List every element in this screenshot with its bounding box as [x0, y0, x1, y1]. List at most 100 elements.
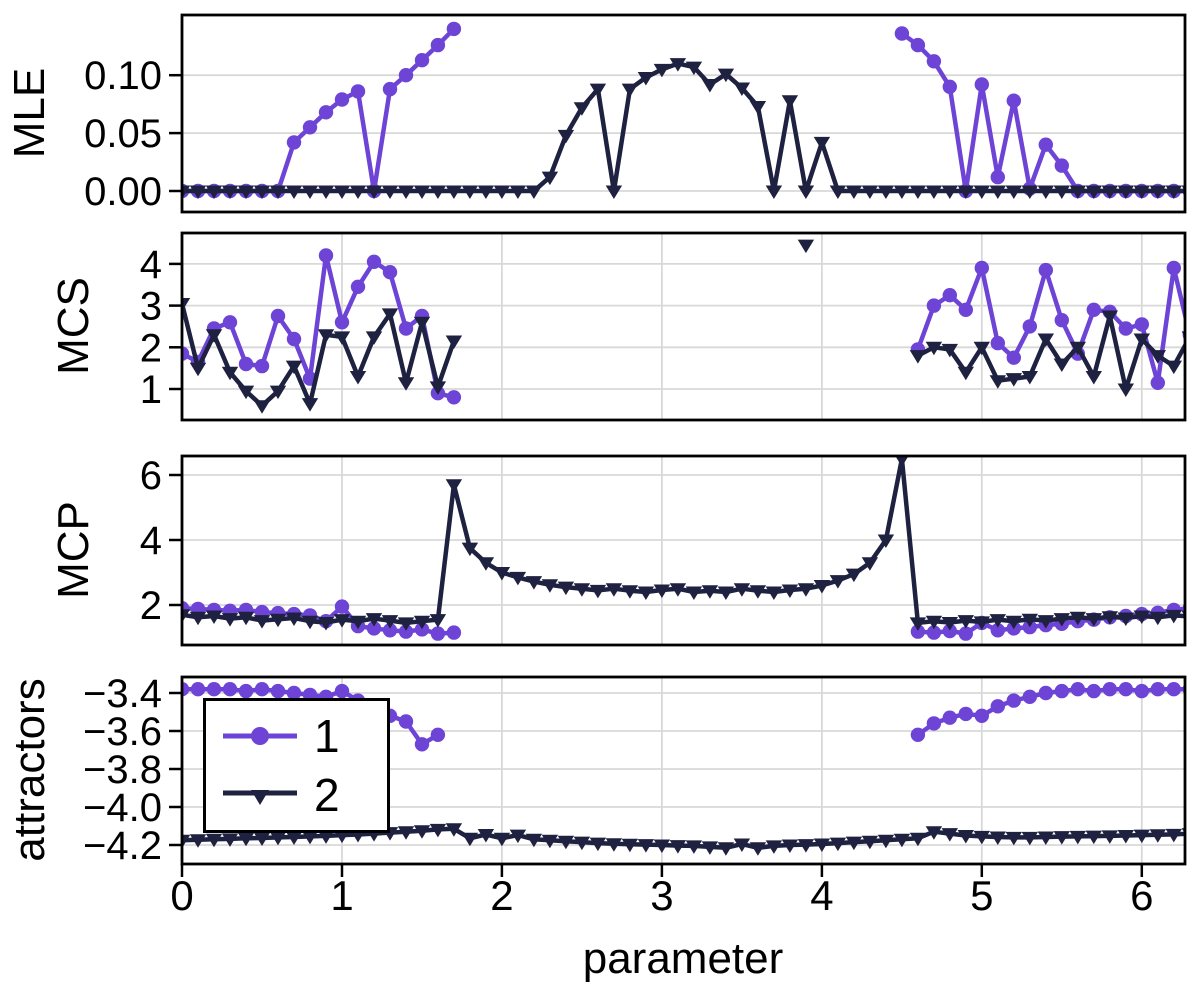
series-1-attractors-marker — [1038, 685, 1054, 701]
y-axis-label-mle: MLE — [5, 67, 54, 159]
series-2-attractors-marker — [973, 830, 990, 845]
series-2-mcs-marker — [1021, 371, 1038, 385]
series-2-mcp-marker — [461, 542, 479, 557]
series-1-mle-line — [900, 31, 1185, 194]
series-2-mcp-marker — [349, 615, 367, 630]
series-2-mle-marker — [189, 185, 207, 199]
y-axis-label-mcp: MCP — [49, 501, 98, 599]
series-1-attractors-marker — [334, 683, 350, 699]
series-1-mle-marker — [398, 68, 414, 83]
series-2-mle-marker — [573, 102, 591, 116]
legend-label-series-2: 2 — [314, 768, 340, 821]
series-2-attractors-marker — [189, 834, 207, 848]
series-1-attractors-marker — [926, 716, 942, 731]
series-1-mle-marker — [334, 92, 350, 107]
x-axis: 0 1 2 3 4 5 6 — [170, 864, 1153, 919]
series-1-mle-marker — [350, 84, 366, 99]
series-2-mle-marker — [525, 185, 543, 199]
series-1-attractors-marker — [222, 682, 238, 697]
series-2-attractors-marker — [445, 823, 463, 837]
series-1-mcs-marker — [1022, 319, 1037, 334]
x-tick-label: 1 — [330, 872, 353, 919]
series-1-mcs-marker — [958, 302, 973, 317]
series-1-mcs — [182, 248, 1185, 405]
series-2-attractors-marker — [829, 837, 847, 852]
series-2-mcs-marker — [1101, 310, 1118, 324]
series-2-mcp-marker — [589, 584, 607, 599]
series-1-attractors-marker — [1070, 682, 1086, 697]
series-1-attractors-marker — [1006, 693, 1021, 708]
series-2-mcp-marker — [285, 612, 303, 626]
series-2-attractors-marker — [893, 833, 911, 848]
series-2-mle-marker — [1149, 185, 1166, 199]
series-2-mcs-marker — [317, 329, 335, 343]
series-2-mcp-marker — [541, 579, 559, 593]
series-2-mcp-marker — [669, 583, 687, 597]
series-2-attractors-marker — [1149, 829, 1166, 843]
series-1-attractors-marker — [942, 710, 957, 725]
series-1-mcs-marker — [1038, 262, 1054, 278]
series-2-attractors-marker — [429, 823, 447, 838]
series-2-mle-marker — [1069, 185, 1086, 199]
series-2-attractors-marker — [237, 832, 255, 847]
series-2-mcp-marker — [829, 575, 847, 589]
series-2-mcp-marker — [605, 583, 623, 597]
series-2-mcs-marker — [269, 385, 287, 400]
series-2-mcp-marker — [509, 571, 527, 586]
series-2-mcs-marker — [1037, 333, 1054, 347]
y-axis-label-attractors: attractors — [5, 678, 54, 862]
series-1-attractors-marker — [206, 682, 222, 697]
series-1-mle-marker — [382, 81, 398, 97]
series-2-mcp-marker — [557, 581, 575, 596]
y-tick-label-mcp: 2 — [140, 584, 162, 628]
series-2-attractors-marker — [525, 833, 543, 848]
series-2-mle-marker — [749, 101, 767, 115]
series-2-mcp-marker — [861, 557, 879, 571]
series-1-mcs-marker — [926, 298, 942, 313]
series-1-mcs-marker — [254, 358, 270, 374]
series-2-mle-marker — [605, 185, 623, 199]
series-2-attractors-marker — [653, 839, 671, 853]
series-2-mcp-marker — [621, 585, 639, 599]
series-2-attractors-marker — [765, 840, 783, 854]
series-1-attractors-marker — [1166, 682, 1182, 697]
series-2-mle-marker — [237, 185, 255, 199]
series-1-mcs-marker — [366, 254, 382, 269]
series-2-mle-marker — [429, 185, 447, 199]
series-1-mcs-marker — [1150, 375, 1166, 390]
series-2-attractors-marker — [813, 838, 831, 852]
series-2-mle-marker — [717, 68, 735, 83]
series-2-mcp-marker — [701, 585, 719, 599]
series-2-mcs-marker — [1069, 341, 1086, 356]
series-2-mcs-marker — [301, 398, 319, 412]
series-2-mle-marker — [829, 185, 847, 199]
series-1-attractors-marker — [286, 685, 302, 701]
series-2-mcp-marker — [237, 611, 255, 626]
y-tick-label-attractors: −4.2 — [83, 824, 162, 868]
series-1-mcp-marker — [958, 626, 973, 641]
series-2-mle-marker — [1053, 185, 1070, 199]
series-2-mle-marker — [941, 185, 958, 199]
series-2-mcs-marker — [1149, 350, 1166, 364]
panel-mcp: 2 4 6 — [140, 454, 1187, 647]
series-2-mcp-marker — [413, 615, 431, 630]
series-2-mcp — [182, 456, 1185, 631]
series-1-mle-marker — [302, 120, 318, 135]
series-1-mle-marker — [446, 21, 462, 37]
series-1-attractors-marker — [958, 706, 973, 722]
series-2-mcs-marker — [429, 381, 447, 395]
series-1-mcs-marker — [382, 265, 398, 280]
series-1-mcp-marker — [990, 623, 1005, 638]
series-1-mcs-marker — [222, 315, 238, 330]
series-2-attractors-marker — [1037, 831, 1054, 845]
series-1-attractors-marker — [1022, 689, 1037, 704]
legend: 1 2 — [203, 698, 390, 833]
series-2-mcp-marker — [317, 617, 335, 631]
series-2-attractors-marker — [637, 839, 655, 853]
series-2-mcp-marker — [525, 576, 543, 590]
series-2-attractors-marker — [182, 834, 191, 849]
series-2-mcp-marker — [1149, 611, 1166, 626]
series-1-mle-marker — [926, 54, 942, 69]
